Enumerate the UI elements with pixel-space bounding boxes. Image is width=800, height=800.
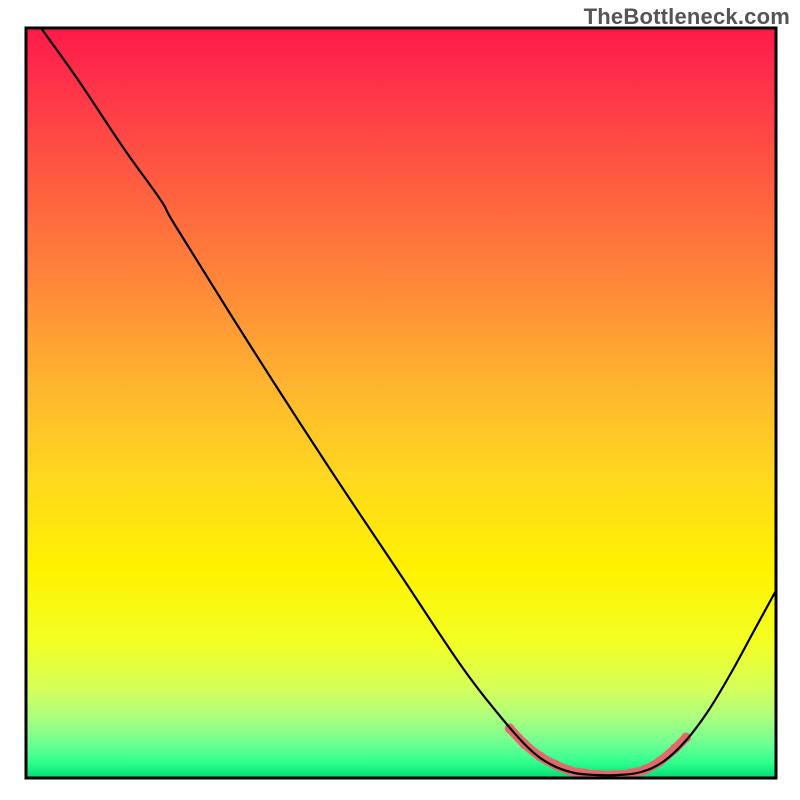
watermark-text: TheBottleneck.com <box>584 4 790 30</box>
gradient-background <box>26 28 776 778</box>
bottleneck-curve-chart <box>0 0 800 800</box>
chart-container: TheBottleneck.com <box>0 0 800 800</box>
